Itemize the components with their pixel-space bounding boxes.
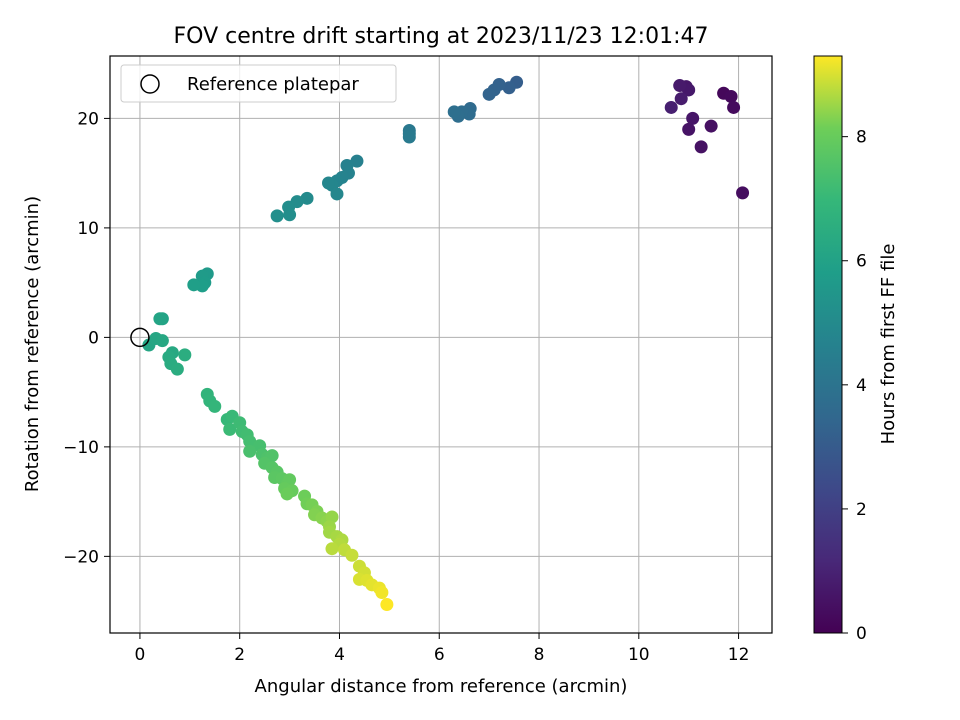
x-tick-label: 8 [534,645,545,665]
colorbar-ticks: 0 2 4 6 8 [842,128,867,644]
data-point [325,510,339,524]
data-point [270,209,284,223]
data-point [322,176,336,190]
y-axis-label: Rotation from reference (arcmin) [22,196,43,492]
data-point [682,122,696,136]
colorbar [813,55,843,634]
data-point [502,81,516,95]
x-tick-label: 12 [728,645,750,665]
plot-frame [109,55,773,634]
data-point [724,90,738,104]
data-point [243,434,257,448]
x-tick-label: 4 [334,645,345,665]
y-axis-ticks: −20 −10 0 10 20 [63,109,110,567]
legend-entry: Reference platepar [187,74,359,95]
colorbar-tick-label: 0 [856,624,867,644]
data-point [330,187,344,201]
data-point [704,119,718,133]
reference-platepar-marker [130,327,150,348]
legend-box [120,64,397,103]
data-point [153,312,167,326]
x-tick-label: 2 [234,645,245,665]
grid-lines [110,56,772,633]
data-point [345,548,359,562]
colorbar-label: Hours from first FF file [878,244,899,445]
legend-marker [140,74,160,94]
y-tick-label: 10 [77,219,99,239]
data-point [178,348,192,362]
chart-title: FOV centre drift starting at 2023/11/23 … [174,24,709,49]
colorbar-tick-label: 6 [856,252,867,272]
data-point [380,598,394,612]
colorbar-tick-label: 2 [856,500,867,520]
data-point [686,111,700,125]
colorbar-tick-label: 8 [856,128,867,148]
data-point [674,92,688,106]
data-points [142,75,750,612]
x-axis-label: Angular distance from reference (arcmin) [255,676,628,697]
data-point [482,87,496,101]
data-point [447,105,461,119]
x-tick-label: 10 [628,645,650,665]
data-point [170,362,184,376]
data-point [187,278,201,292]
y-tick-label: 0 [88,328,99,348]
colorbar-tick-label: 4 [856,376,867,396]
data-point [694,140,708,154]
data-point [350,154,364,168]
y-tick-label: −20 [63,547,99,567]
data-point [375,585,389,599]
x-axis-ticks: 0 2 4 6 8 10 12 [135,633,750,665]
y-tick-label: −10 [63,438,99,458]
x-tick-label: 0 [135,645,146,665]
data-point [283,208,297,222]
legend: Reference platepar [120,64,397,103]
data-point [664,100,678,114]
data-point [736,186,750,200]
data-point [727,100,741,114]
data-point [673,79,687,93]
data-point [280,487,294,501]
data-point [155,334,169,348]
data-point [223,422,237,436]
data-point [300,191,314,205]
data-point [243,444,257,458]
y-tick-label: 20 [77,109,99,129]
data-point [402,130,416,144]
data-point [208,399,222,413]
data-point [325,542,339,556]
x-tick-label: 6 [434,645,445,665]
